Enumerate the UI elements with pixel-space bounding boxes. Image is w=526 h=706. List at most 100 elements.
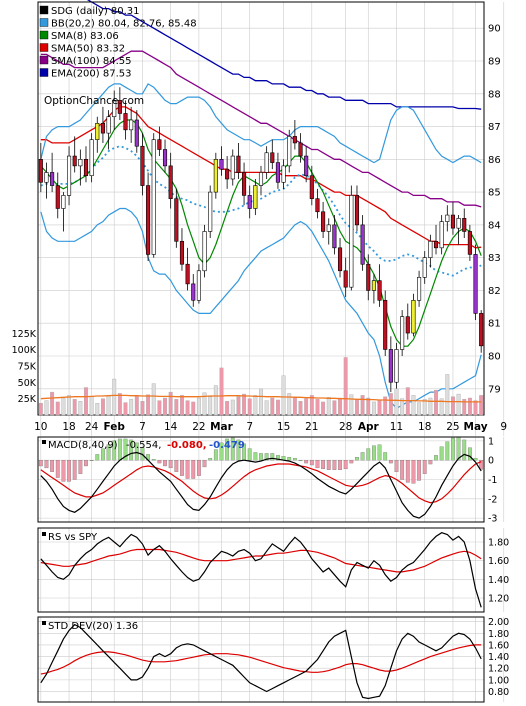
- std-axis-tick-label: 1.20: [488, 664, 509, 675]
- macd-histogram-bar: [321, 460, 326, 470]
- candle-body: [473, 254, 478, 314]
- legend-swatch: [39, 68, 49, 77]
- macd-histogram-bar: [428, 460, 433, 465]
- candle-body: [428, 240, 433, 258]
- std-axis-tick-label: 2.00: [488, 617, 509, 628]
- macd-histogram-bar: [157, 460, 162, 464]
- candle-body: [55, 185, 60, 209]
- macd-signal-value: -0.080,: [167, 440, 207, 451]
- rs-line: [40, 532, 482, 608]
- candle-body: [439, 221, 444, 249]
- volume-bar: [208, 396, 213, 416]
- macd-histogram-bar: [366, 448, 371, 461]
- volume-bar: [298, 401, 303, 416]
- macd-histogram-bar: [78, 460, 83, 474]
- macd-histogram-bar: [84, 460, 88, 467]
- legend-swatch: [39, 43, 49, 52]
- date-tick-label: 11: [390, 421, 403, 433]
- volume-bar: [157, 400, 162, 416]
- macd-histogram-bar: [89, 460, 94, 461]
- volume-bar: [236, 396, 241, 416]
- volume-bar: [123, 402, 128, 416]
- volume-bar: [434, 389, 438, 416]
- volume-bar: [275, 399, 280, 416]
- date-tick-label: 9: [500, 421, 507, 433]
- macd-histogram-bar: [349, 460, 354, 464]
- rs-axis-tick-label: 1.20: [488, 594, 509, 605]
- candle-body: [383, 299, 388, 350]
- volume-bar: [174, 399, 179, 416]
- legend-swatch: [39, 30, 49, 40]
- macd-histogram-bar: [208, 458, 213, 461]
- macd-histogram-bar: [360, 452, 365, 461]
- macd-histogram-bar: [417, 460, 421, 481]
- candle-body: [298, 142, 303, 157]
- volume-bar: [61, 397, 66, 416]
- candle-body: [462, 218, 467, 232]
- candle-body: [191, 283, 196, 301]
- candle-body: [168, 165, 173, 199]
- macd-histogram-bar: [134, 442, 139, 461]
- date-tick-label: 18: [62, 421, 75, 433]
- date-tick-label: Mar: [210, 421, 234, 433]
- volume-bar: [445, 374, 450, 416]
- candle-body: [270, 152, 275, 163]
- std-axis-tick-label: 1.80: [488, 629, 509, 640]
- macd-histogram-bar: [405, 460, 410, 483]
- macd-axis-tick-label: -1: [488, 475, 497, 486]
- price-axis-tick-label: 85: [488, 188, 501, 199]
- macd-histogram-bar: [112, 440, 117, 461]
- macd-histogram-bar: [72, 460, 77, 480]
- legend-swatch: [39, 55, 49, 65]
- macd-histogram-bar: [101, 448, 105, 461]
- candle-body: [264, 152, 269, 173]
- volume-bar: [72, 399, 77, 416]
- candle-body: [360, 224, 365, 265]
- macd-histogram-bar: [129, 439, 134, 461]
- macd-histogram-bar: [191, 460, 196, 479]
- candle-body: [61, 195, 66, 209]
- volume-bar: [315, 399, 320, 416]
- macd-value: -0.554,: [126, 440, 161, 451]
- macd-histogram-bar: [253, 452, 258, 461]
- candle-body: [89, 139, 94, 177]
- macd-histogram-bar: [343, 460, 348, 470]
- date-tick-label: Apr: [358, 421, 380, 433]
- legend-swatch: [39, 5, 49, 15]
- macd-label: MACD(8,40,9): [48, 440, 118, 451]
- panel-label-marker: [42, 532, 46, 536]
- date-tick-label: 22: [192, 421, 205, 433]
- macd-histogram-bar: [332, 460, 337, 470]
- candle-body: [50, 172, 55, 186]
- candle-body: [332, 224, 337, 249]
- candle-body: [72, 155, 77, 167]
- macd-histogram-bar: [95, 454, 100, 461]
- volume-tick-label: 125K: [12, 329, 37, 340]
- volume-bar: [185, 400, 190, 416]
- volume-bar: [140, 401, 145, 416]
- panel-label-marker: [42, 621, 46, 625]
- macd-histogram-bar: [106, 444, 111, 461]
- volume-bar: [467, 397, 472, 416]
- candle-body: [433, 240, 439, 249]
- price-axis-tick-label: 84: [488, 220, 501, 231]
- volume-bar: [44, 400, 49, 416]
- volume-bar: [55, 401, 60, 416]
- volume-bar: [230, 399, 235, 416]
- candle-body: [247, 195, 252, 209]
- volume-ma-line: [40, 394, 482, 403]
- volume-bar: [78, 401, 83, 416]
- legend-entry: BB(20,2) 80.04, 82.76, 85.48: [51, 19, 197, 30]
- macd-histogram-bar: [50, 460, 55, 472]
- volume-bar: [292, 396, 297, 416]
- macd-histogram-bar: [202, 460, 207, 468]
- volume-bar: [411, 395, 416, 416]
- candle-body: [208, 191, 213, 232]
- candle-body: [405, 316, 410, 334]
- candle-body: [83, 159, 89, 177]
- macd-histogram-bar: [462, 439, 467, 461]
- macd-histogram-bar: [388, 460, 393, 464]
- macd-histogram-bar: [451, 437, 455, 461]
- bb-upper-line: [40, 83, 482, 164]
